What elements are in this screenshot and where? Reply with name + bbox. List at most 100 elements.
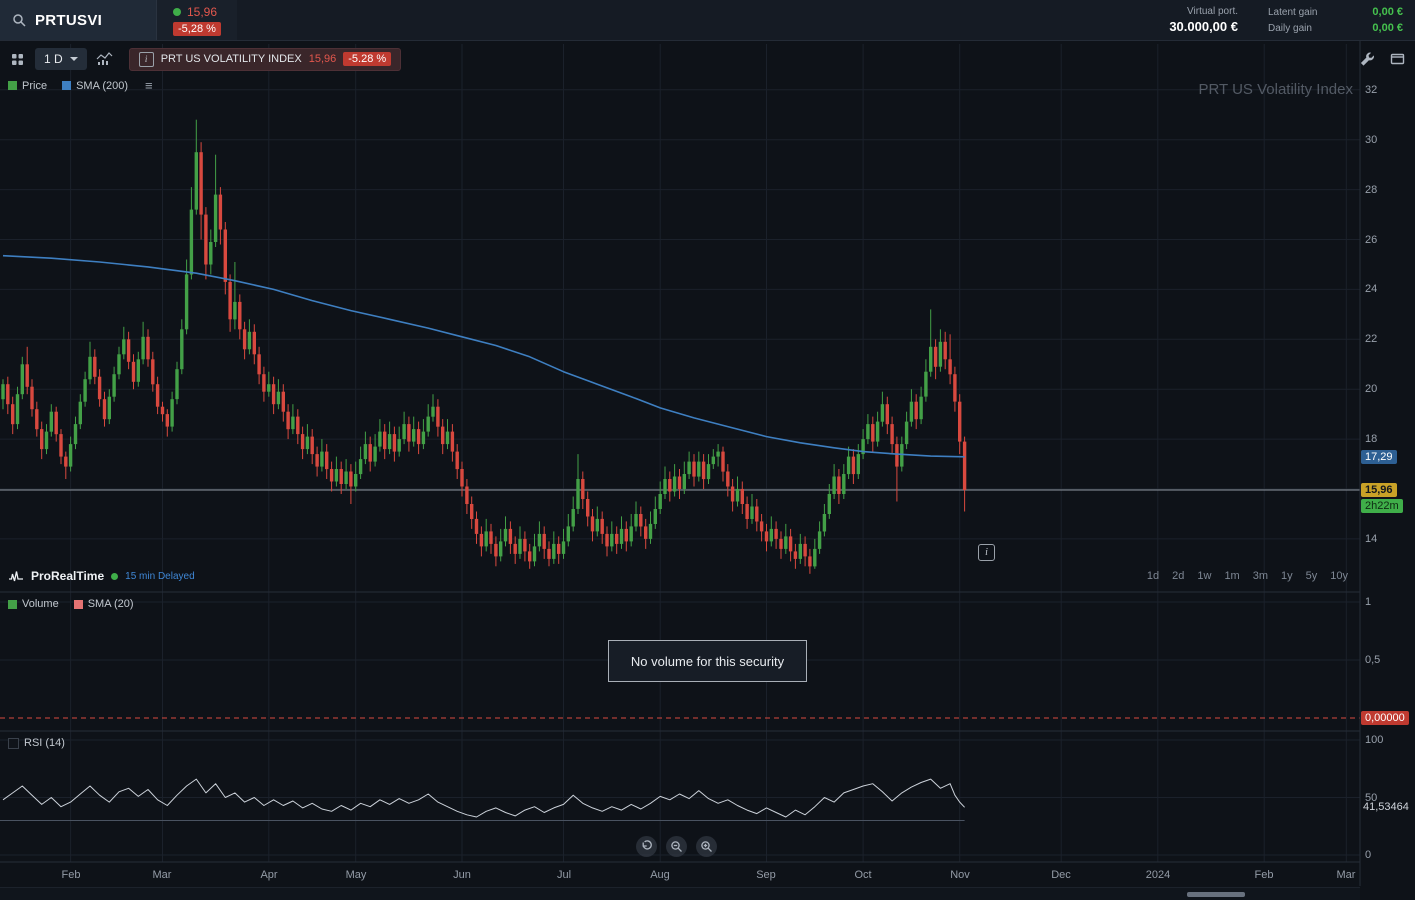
workspace-grid-button[interactable]	[6, 48, 28, 70]
rsi-legend-label: RSI (14)	[24, 737, 65, 749]
zoom-in-button[interactable]	[696, 836, 717, 857]
time-axis-label: Feb	[1254, 869, 1274, 881]
range-button-1m[interactable]: 1m	[1224, 570, 1240, 582]
instrument-chip[interactable]: i PRT US VOLATILITY INDEX 15,96 -5.28 %	[128, 47, 402, 71]
topbar-quote: 15,96 -5,28 %	[157, 0, 237, 40]
legend-item-sma200[interactable]: SMA (200)	[62, 80, 128, 92]
volume-legend-label: Volume	[22, 598, 59, 610]
time-axis-label: Sep	[756, 869, 776, 881]
symbol-search[interactable]: PRTUSVI	[0, 0, 157, 40]
time-axis-label: Oct	[854, 869, 872, 881]
chevron-down-icon	[69, 57, 78, 61]
zoom-out-icon	[670, 840, 683, 853]
delay-label: 15 min Delayed	[125, 570, 195, 582]
topbar-change-badge: -5,28 %	[173, 21, 221, 36]
axis-tick-label: 50	[1365, 792, 1378, 804]
range-button-1w[interactable]: 1w	[1197, 570, 1212, 582]
zoom-in-icon	[700, 840, 713, 853]
price-axis[interactable]: 17,29 15,96 2h22m 0,00000 41,53464 14161…	[1360, 0, 1415, 900]
time-axis-label: Apr	[260, 869, 278, 881]
range-button-3m[interactable]: 3m	[1252, 570, 1268, 582]
time-axis-label: 2024	[1145, 869, 1171, 881]
time-axis-label: Mar	[1336, 869, 1356, 881]
scrollbar-thumb[interactable]	[1187, 892, 1245, 897]
range-button-2d[interactable]: 2d	[1172, 570, 1185, 582]
info-icon: i	[138, 51, 154, 67]
daily-gain-row: Daily gain 0,00 €	[1268, 22, 1403, 34]
virtual-port-label: Virtual port.	[1187, 6, 1238, 17]
topbar-spacer	[237, 0, 1169, 40]
axis-tick-label: 20	[1365, 383, 1378, 395]
volume-swatch	[8, 599, 17, 609]
axis-tick-label: 26	[1365, 234, 1378, 246]
legend-item-volsma[interactable]: SMA (20)	[73, 598, 134, 610]
axis-tick-label: 32	[1365, 84, 1378, 96]
prorealtime-label: ProRealTime	[31, 569, 105, 583]
time-axis-label: Jul	[556, 869, 572, 881]
latent-gain-label: Latent gain	[1268, 7, 1318, 18]
timeframe-value: 1 D	[44, 52, 63, 66]
chart-settings-icons	[1358, 50, 1406, 68]
range-button-5y[interactable]: 5y	[1305, 570, 1318, 582]
undo-button[interactable]	[636, 836, 657, 857]
symbol-name: PRTUSVI	[35, 11, 103, 29]
indicator-list-icon[interactable]: ≡	[145, 78, 153, 93]
volsma-legend-label: SMA (20)	[87, 598, 134, 610]
price-swatch	[8, 81, 17, 90]
time-axis-label: Nov	[950, 869, 970, 881]
chart-options-button[interactable]	[1358, 50, 1376, 68]
range-button-10y[interactable]: 10y	[1330, 570, 1348, 582]
window-button[interactable]	[1388, 50, 1406, 68]
virtual-portfolio: Virtual port. 30.000,00 €	[1169, 0, 1268, 40]
time-axis-label: Jun	[453, 869, 471, 881]
zoom-controls	[636, 836, 717, 857]
prorealtime-logo-icon	[8, 570, 24, 582]
chart-info-icon[interactable]: i	[978, 544, 995, 561]
axis-tick-label: 22	[1365, 333, 1378, 345]
horizontal-scrollbar[interactable]	[0, 887, 1360, 900]
axis-tick-label: 100	[1365, 734, 1384, 746]
zoom-out-button[interactable]	[666, 836, 687, 857]
instrument-change-badge: -5.28 %	[343, 52, 392, 66]
axis-tick-label: 14	[1365, 533, 1378, 545]
timeframe-dropdown[interactable]: 1 D	[35, 48, 87, 70]
chart-toolbar: 1 D i PRT US VOLATILITY INDEX 15,96 -5.2…	[6, 47, 402, 71]
grid-menu-icon	[11, 53, 24, 66]
time-axis-label: Dec	[1051, 869, 1071, 881]
axis-tick-label: 18	[1365, 433, 1378, 445]
time-axis[interactable]: Feb Mar Apr May Jun Jul Aug Sep Oct Nov Dec 2024 Feb…	[0, 862, 1360, 886]
instrument-price: 15,96	[308, 53, 337, 65]
axis-tick-label: 30	[1365, 134, 1378, 146]
undo-icon	[640, 840, 653, 853]
axis-tick-label: 28	[1365, 184, 1378, 196]
time-axis-label: May	[345, 869, 367, 881]
sma200-swatch	[62, 81, 72, 90]
no-volume-message: No volume for this security	[608, 640, 807, 682]
sma-price-badge: 17,29	[1361, 450, 1397, 464]
latent-gain-value: 0,00 €	[1372, 6, 1403, 18]
sma200-legend-label: SMA (200)	[76, 79, 129, 92]
daily-gain-label: Daily gain	[1268, 23, 1312, 34]
legend-item-volume[interactable]: Volume	[8, 598, 59, 610]
legend-item-rsi[interactable]: RSI (14)	[8, 737, 65, 749]
axis-tick-label: 1	[1365, 596, 1372, 608]
rsi-value-label: 41,53464	[1363, 801, 1409, 813]
volsma-swatch	[73, 599, 83, 609]
gains-block: Latent gain 0,00 € Daily gain 0,00 €	[1268, 0, 1415, 40]
range-button-1d[interactable]: 1d	[1146, 570, 1160, 582]
instrument-name: PRT US VOLATILITY INDEX	[160, 53, 302, 65]
daily-gain-value: 0,00 €	[1372, 22, 1403, 34]
rsi-legend: RSI (14)	[8, 737, 65, 749]
chart-type-button[interactable]	[94, 48, 116, 70]
range-button-1y[interactable]: 1y	[1281, 570, 1293, 582]
branding: ProRealTime 15 min Delayed	[8, 569, 195, 583]
axis-tick-label: 0	[1365, 849, 1372, 861]
last-price-badge: 15,96	[1361, 483, 1397, 497]
chart-watermark: PRT US Volatility Index	[1198, 81, 1353, 98]
legend-item-price[interactable]: Price	[8, 80, 47, 92]
axis-tick-label: 0,5	[1365, 654, 1381, 666]
candle-countdown-badge: 2h22m	[1361, 499, 1403, 513]
time-axis-label: Feb	[61, 869, 81, 881]
